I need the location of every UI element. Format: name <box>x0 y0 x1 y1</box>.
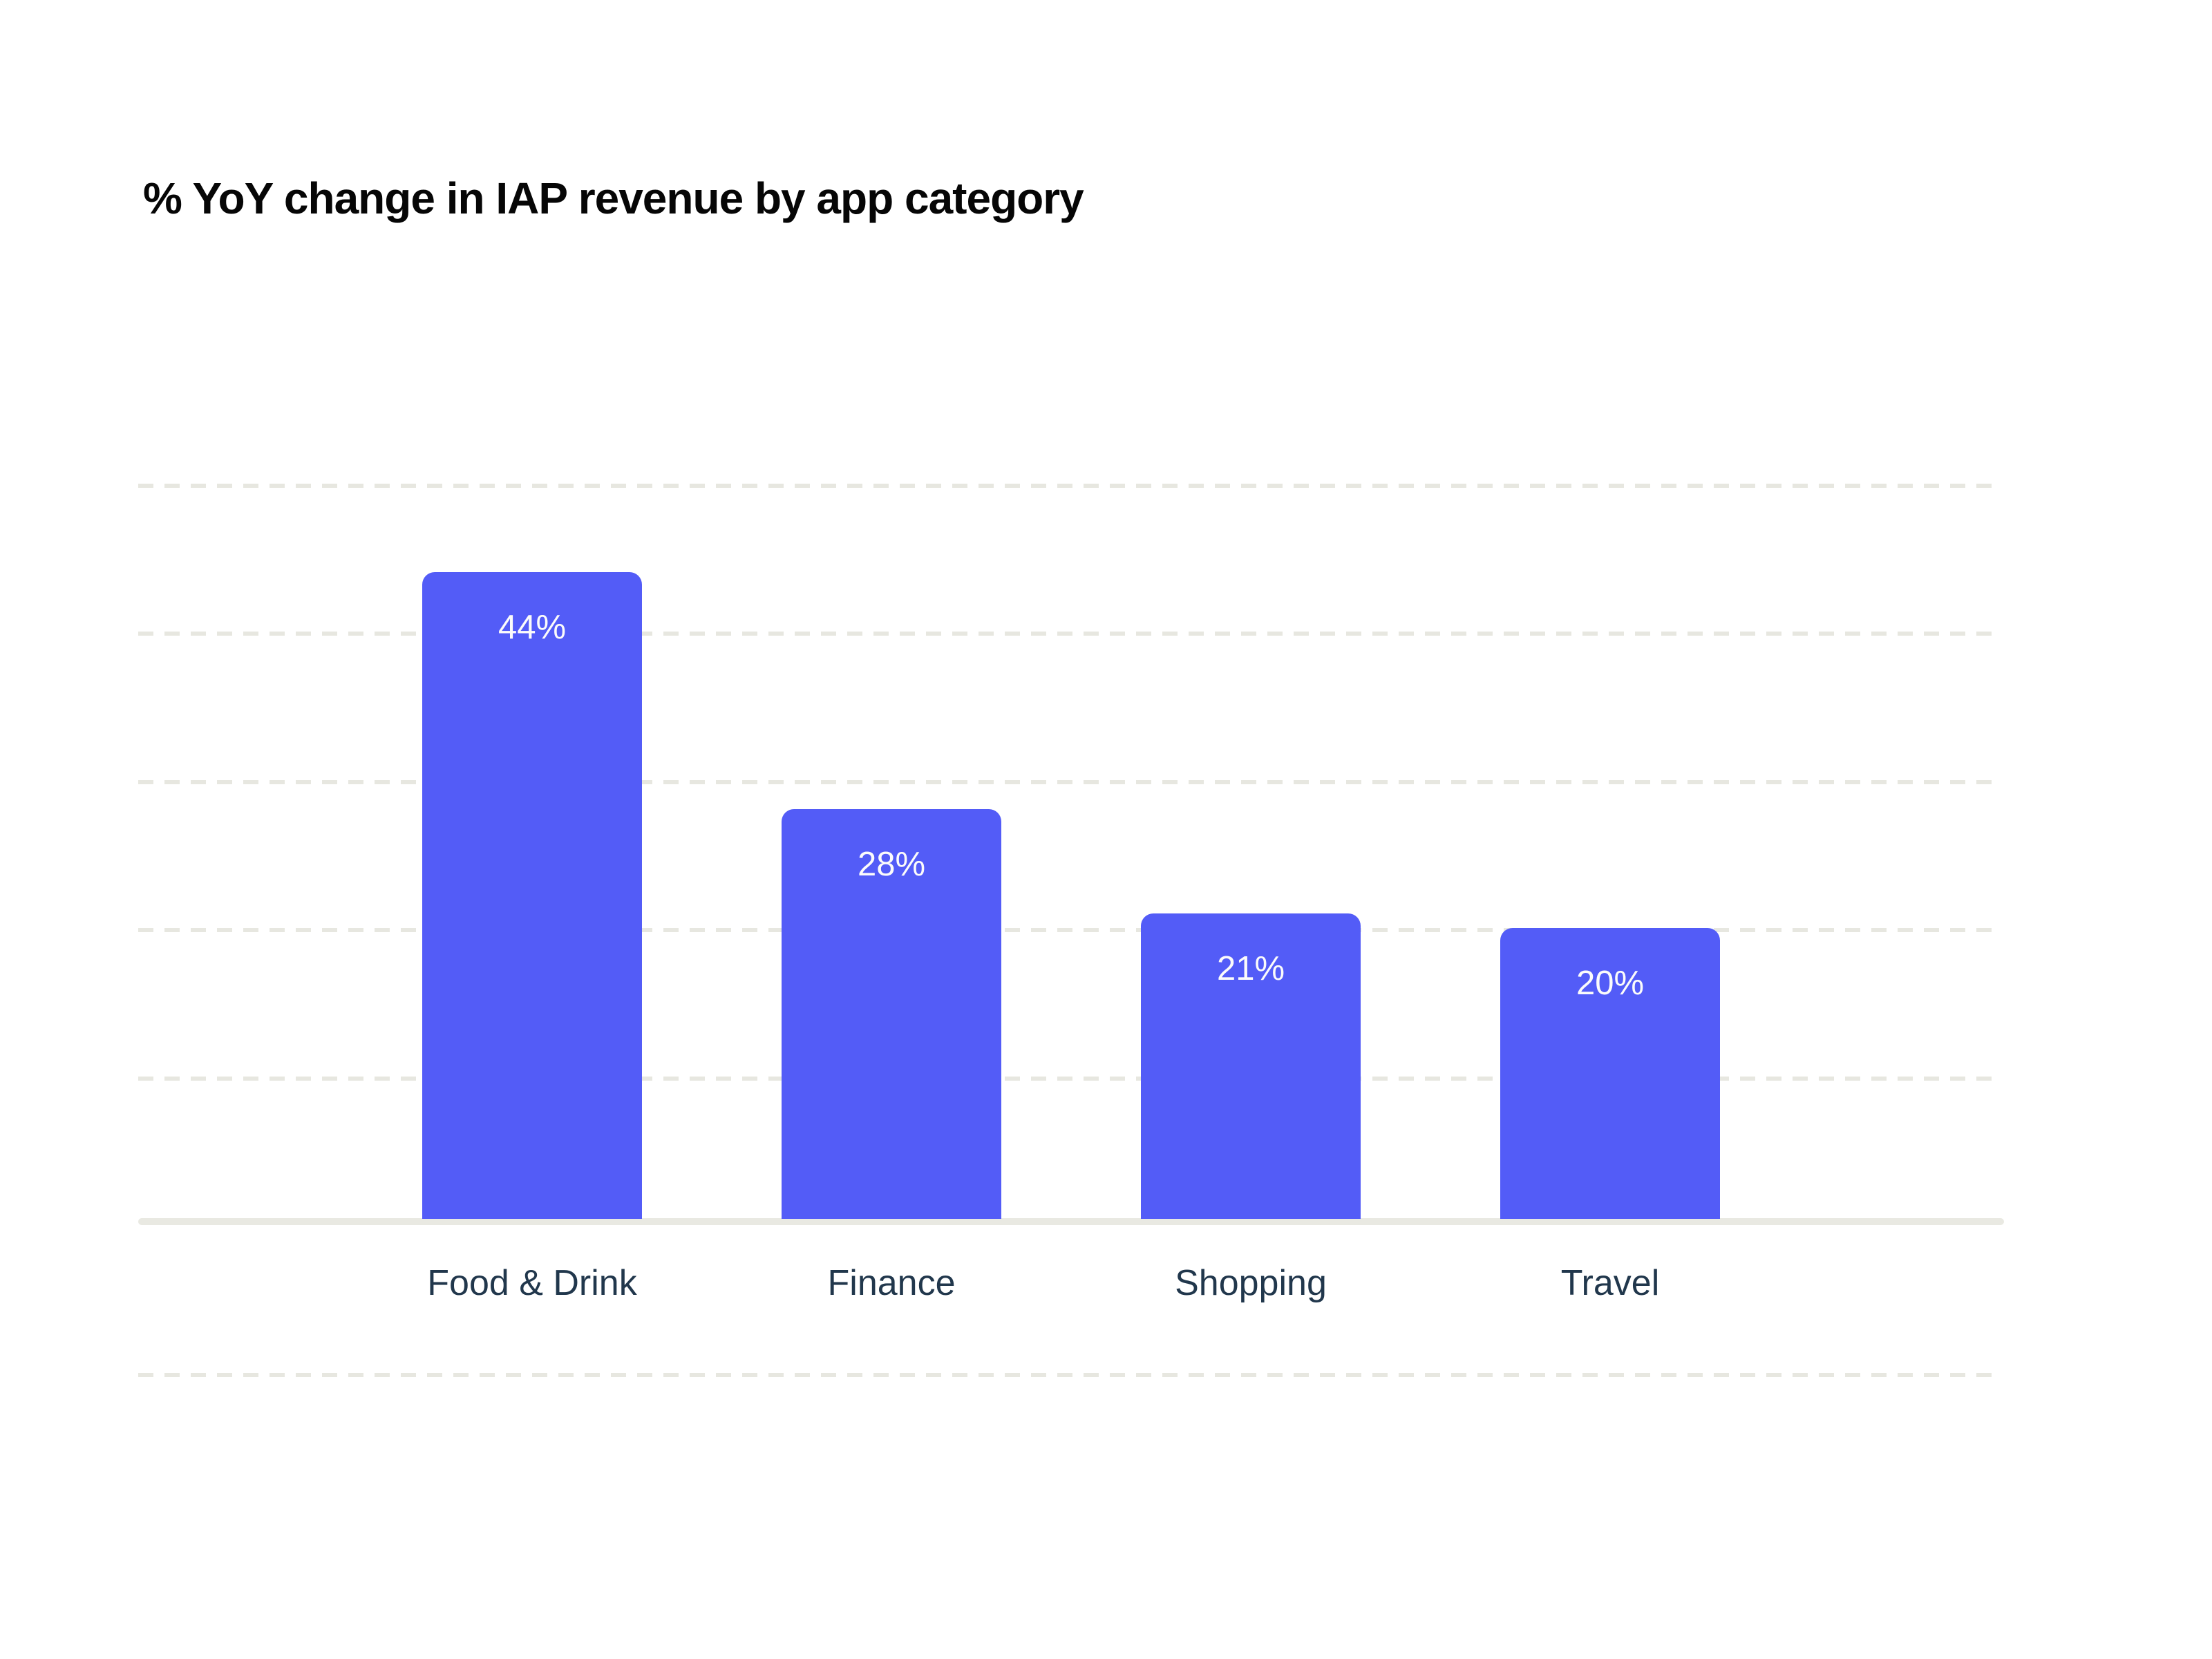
gridline <box>138 632 1997 636</box>
chart-title: % YoY change in IAP revenue by app categ… <box>143 173 1084 223</box>
bar-travel: 20% <box>1500 928 1720 1219</box>
x-axis-label-food-drink: Food & Drink <box>427 1263 637 1303</box>
gridline <box>138 1373 1997 1377</box>
bar-shopping: 21% <box>1141 913 1361 1219</box>
bar-value-label: 20% <box>1576 965 1645 1002</box>
x-axis-label-travel: Travel <box>1560 1263 1660 1303</box>
bar-value-label: 44% <box>498 609 567 646</box>
bar-food-drink: 44% <box>422 572 642 1219</box>
bar-value-label: 28% <box>857 846 926 883</box>
x-axis-label-finance: Finance <box>827 1263 956 1303</box>
gridline <box>138 780 1997 784</box>
gridline <box>138 484 1997 488</box>
bar-value-label: 21% <box>1216 950 1285 987</box>
x-axis-label-shopping: Shopping <box>1175 1263 1327 1303</box>
x-axis-line <box>138 1218 2004 1225</box>
bar-finance: 28% <box>782 809 1001 1219</box>
gridline <box>138 1077 1997 1081</box>
gridline <box>138 928 1997 932</box>
